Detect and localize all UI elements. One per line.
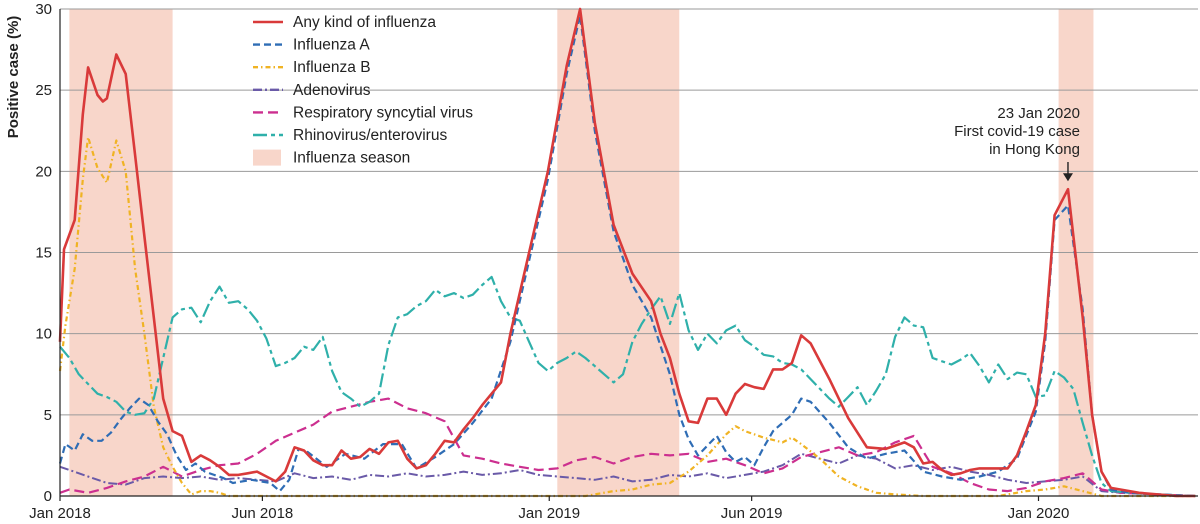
x-tick-label: Jun 2019 xyxy=(721,505,783,522)
series-line-rhinovirus xyxy=(59,275,1196,498)
series-line-rsv xyxy=(59,397,1196,498)
legend-label: Any kind of influenza xyxy=(293,14,436,31)
legend-item-7: Influenza season xyxy=(253,149,410,167)
legend-item-6: Rhinovirus/enterovirus xyxy=(253,127,447,144)
series-line-adenovirus xyxy=(59,452,1196,497)
annotation-line-3: in Hong Kong xyxy=(989,141,1080,158)
annotation-line-2: First covid-19 case xyxy=(954,123,1080,140)
legend-label: Influenza B xyxy=(293,59,371,76)
x-tick-label: Jan 2018 xyxy=(29,505,91,522)
y-tick-label: 5 xyxy=(44,407,52,424)
legend-item-4: Adenovirus xyxy=(253,82,371,99)
legend-label: Adenovirus xyxy=(293,82,371,99)
x-tick-label: Jan 2020 xyxy=(1008,505,1070,522)
y-tick-label: 15 xyxy=(35,245,52,262)
axes: 0 5 10 15 20 25 30 Jan 2018 Jun 2018 Jan 2019 Jun … xyxy=(29,1,1198,522)
y-gridlines xyxy=(60,8,1198,416)
legend-item-5: Respiratory syncytial virus xyxy=(253,104,473,121)
y-tick-label: 25 xyxy=(35,82,52,99)
legend-swatch xyxy=(253,149,281,166)
legend-item-2: Influenza A xyxy=(253,37,370,54)
legend-label: Influenza season xyxy=(293,150,410,167)
y-tick-label: 10 xyxy=(35,326,52,343)
series-line-any-influenza xyxy=(58,7,1196,498)
legend-item-3: Influenza B xyxy=(253,59,371,76)
y-axis-label: Positive case (%) xyxy=(5,16,22,139)
annotation-arrow-head xyxy=(1062,173,1073,182)
x-tick-label: Jan 2019 xyxy=(518,505,580,522)
annotation-line-1: 23 Jan 2020 xyxy=(997,105,1080,122)
legend-label: Influenza A xyxy=(293,37,370,54)
legend: Any kind of influenza Influenza A Influenz… xyxy=(253,14,473,167)
legend-item-1: Any kind of influenza xyxy=(253,14,436,31)
y-tick-label: 30 xyxy=(35,1,52,18)
x-tick-label: Jun 2018 xyxy=(232,505,294,522)
y-tick-label: 0 xyxy=(44,488,52,505)
legend-label: Respiratory syncytial virus xyxy=(293,104,473,121)
y-tick-label: 20 xyxy=(35,163,52,180)
legend-label: Rhinovirus/enterovirus xyxy=(293,127,447,144)
